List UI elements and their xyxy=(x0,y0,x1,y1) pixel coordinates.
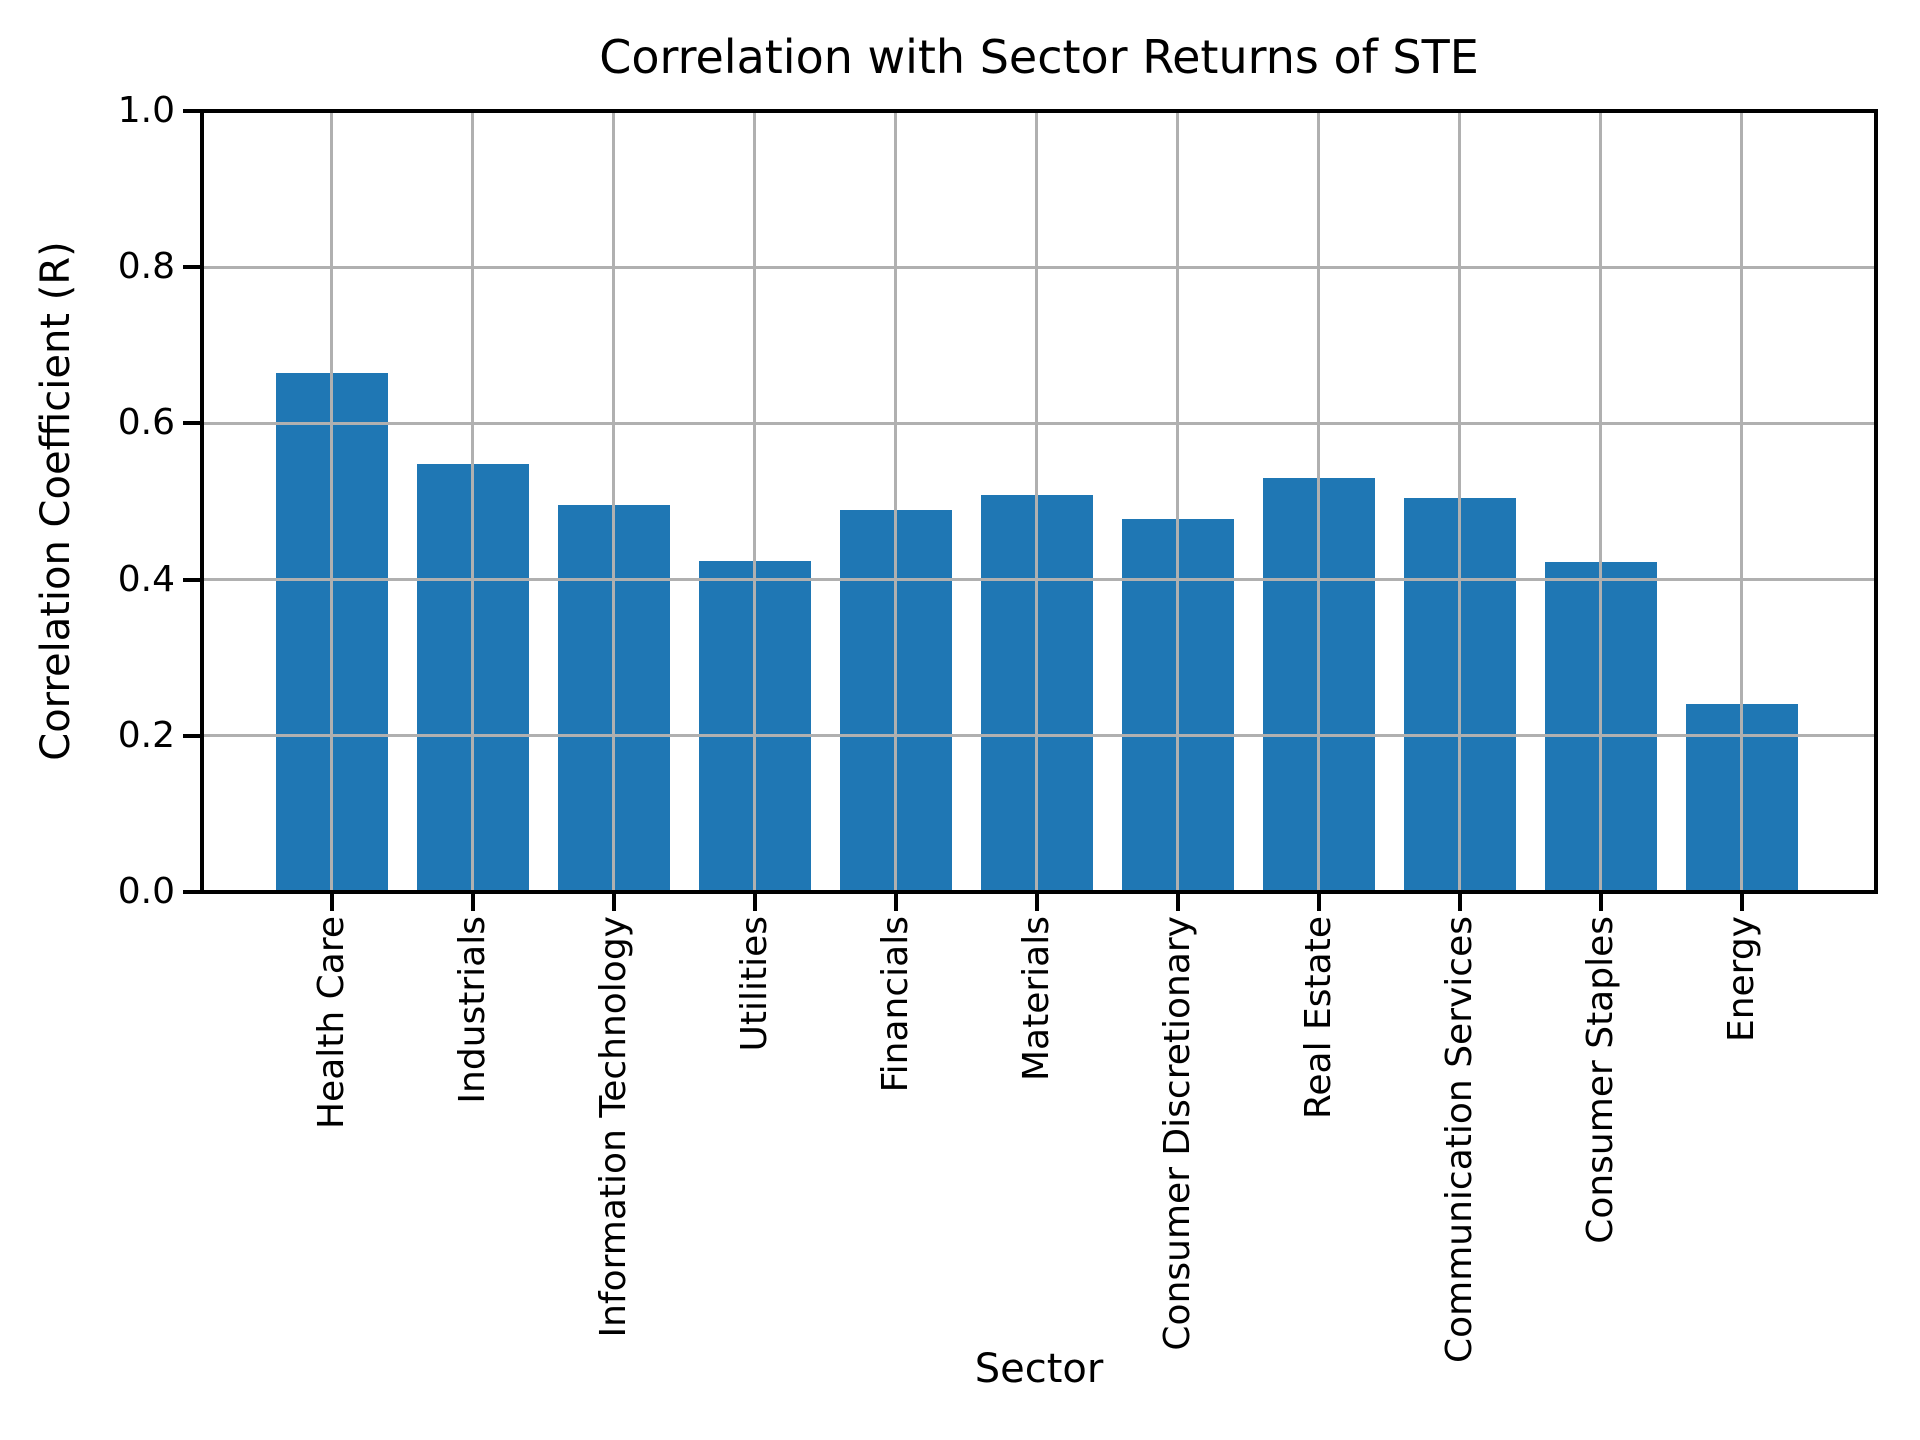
xtick-mark-1 xyxy=(470,894,475,911)
xtick-mark-9 xyxy=(1598,894,1603,911)
ytick-mark-1 xyxy=(183,733,200,738)
xtick-mark-4 xyxy=(893,894,898,911)
xtick-label-6: Consumer Discretionary xyxy=(1156,916,1198,1351)
xtick-label-10: Energy xyxy=(1720,916,1762,1043)
ytick-mark-5 xyxy=(183,109,200,113)
gridline-v-0 xyxy=(330,113,334,890)
ytick-label-5: 1.0 xyxy=(117,90,175,131)
xtick-mark-8 xyxy=(1457,894,1462,911)
xtick-label-0: Health Care xyxy=(310,916,352,1130)
gridline-v-6 xyxy=(1176,113,1180,890)
x-axis-label: Sector xyxy=(974,1346,1104,1392)
chart-title: Correlation with Sector Returns of STE xyxy=(599,30,1479,84)
gridline-h-0.6 xyxy=(204,421,1874,425)
gridline-v-10 xyxy=(1740,113,1744,890)
gridline-h-0.2 xyxy=(204,734,1874,738)
ytick-label-4: 0.8 xyxy=(117,246,175,288)
ytick-label-3: 0.6 xyxy=(117,402,175,444)
xtick-mark-5 xyxy=(1034,894,1039,911)
gridline-h-0.4 xyxy=(204,578,1874,582)
ytick-mark-4 xyxy=(183,265,200,270)
gridline-v-7 xyxy=(1317,113,1321,890)
xtick-mark-6 xyxy=(1175,894,1180,911)
xtick-label-3: Utilities xyxy=(733,916,775,1052)
ytick-mark-2 xyxy=(183,577,200,582)
gridline-v-8 xyxy=(1458,113,1462,890)
gridline-v-9 xyxy=(1599,113,1603,890)
xtick-label-5: Materials xyxy=(1015,916,1057,1082)
xtick-label-7: Real Estate xyxy=(1297,916,1339,1119)
xtick-label-8: Communication Services xyxy=(1438,916,1480,1363)
gridline-v-2 xyxy=(612,113,616,890)
gridline-h-0.8 xyxy=(204,265,1874,269)
xtick-label-9: Consumer Staples xyxy=(1579,916,1621,1244)
gridline-v-3 xyxy=(753,113,757,890)
ytick-label-1: 0.2 xyxy=(117,714,175,756)
xtick-label-2: Information Technology xyxy=(592,916,634,1338)
ytick-label-0: 0.0 xyxy=(117,871,175,912)
ytick-label-2: 0.4 xyxy=(117,558,175,600)
ytick-mark-3 xyxy=(183,421,200,426)
xtick-label-4: Financials xyxy=(874,916,916,1093)
gridline-v-4 xyxy=(894,113,898,890)
xtick-mark-10 xyxy=(1739,894,1744,911)
xtick-mark-7 xyxy=(1316,894,1321,911)
xtick-mark-0 xyxy=(329,894,334,911)
xtick-mark-2 xyxy=(611,894,616,911)
gridline-v-1 xyxy=(471,113,475,890)
ytick-mark-0 xyxy=(183,890,200,894)
xtick-mark-3 xyxy=(752,894,757,911)
gridline-v-5 xyxy=(1035,113,1039,890)
y-axis-label: Correlation Coefficient (R) xyxy=(33,241,79,761)
xtick-label-1: Industrials xyxy=(451,916,493,1104)
